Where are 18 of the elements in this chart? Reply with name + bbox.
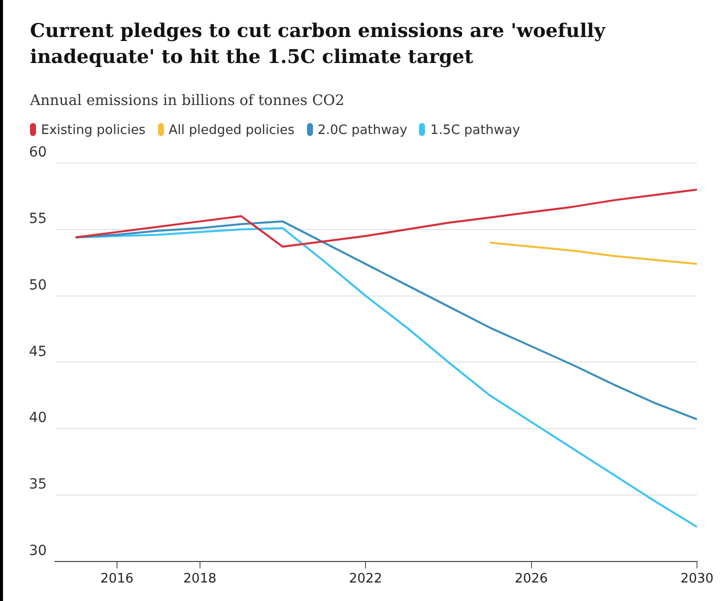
y-tick-label: 60 bbox=[29, 144, 47, 161]
y-tick-label: 40 bbox=[29, 410, 47, 426]
y-tick-label: 30 bbox=[29, 543, 47, 560]
x-tick-label: 2026 bbox=[514, 572, 548, 587]
x-tick-label: 2018 bbox=[183, 572, 216, 587]
legend-label: Existing policies bbox=[40, 123, 146, 140]
x-tick-label: 2022 bbox=[349, 572, 382, 587]
chart-subtitle: Annual emissions in billions of tonnes CO2 bbox=[28, 92, 346, 111]
legend-label: 1.5C pathway bbox=[429, 123, 520, 140]
y-tick-label: 50 bbox=[29, 277, 47, 294]
x-tick-label: 2016 bbox=[100, 572, 134, 587]
legend-label: 2.0C pathway bbox=[316, 123, 408, 140]
chart-title: Current pledges to cut carbon emissions are 'woefully inadequate' to hit the 1.5C climate target bbox=[29, 19, 607, 70]
legend-label: All pledged policies bbox=[168, 123, 295, 140]
y-tick-label: 35 bbox=[29, 476, 47, 493]
y-tick-label: 55 bbox=[29, 211, 47, 228]
y-tick-label: 45 bbox=[29, 344, 47, 360]
x-tick-label: 2030 bbox=[680, 572, 714, 587]
